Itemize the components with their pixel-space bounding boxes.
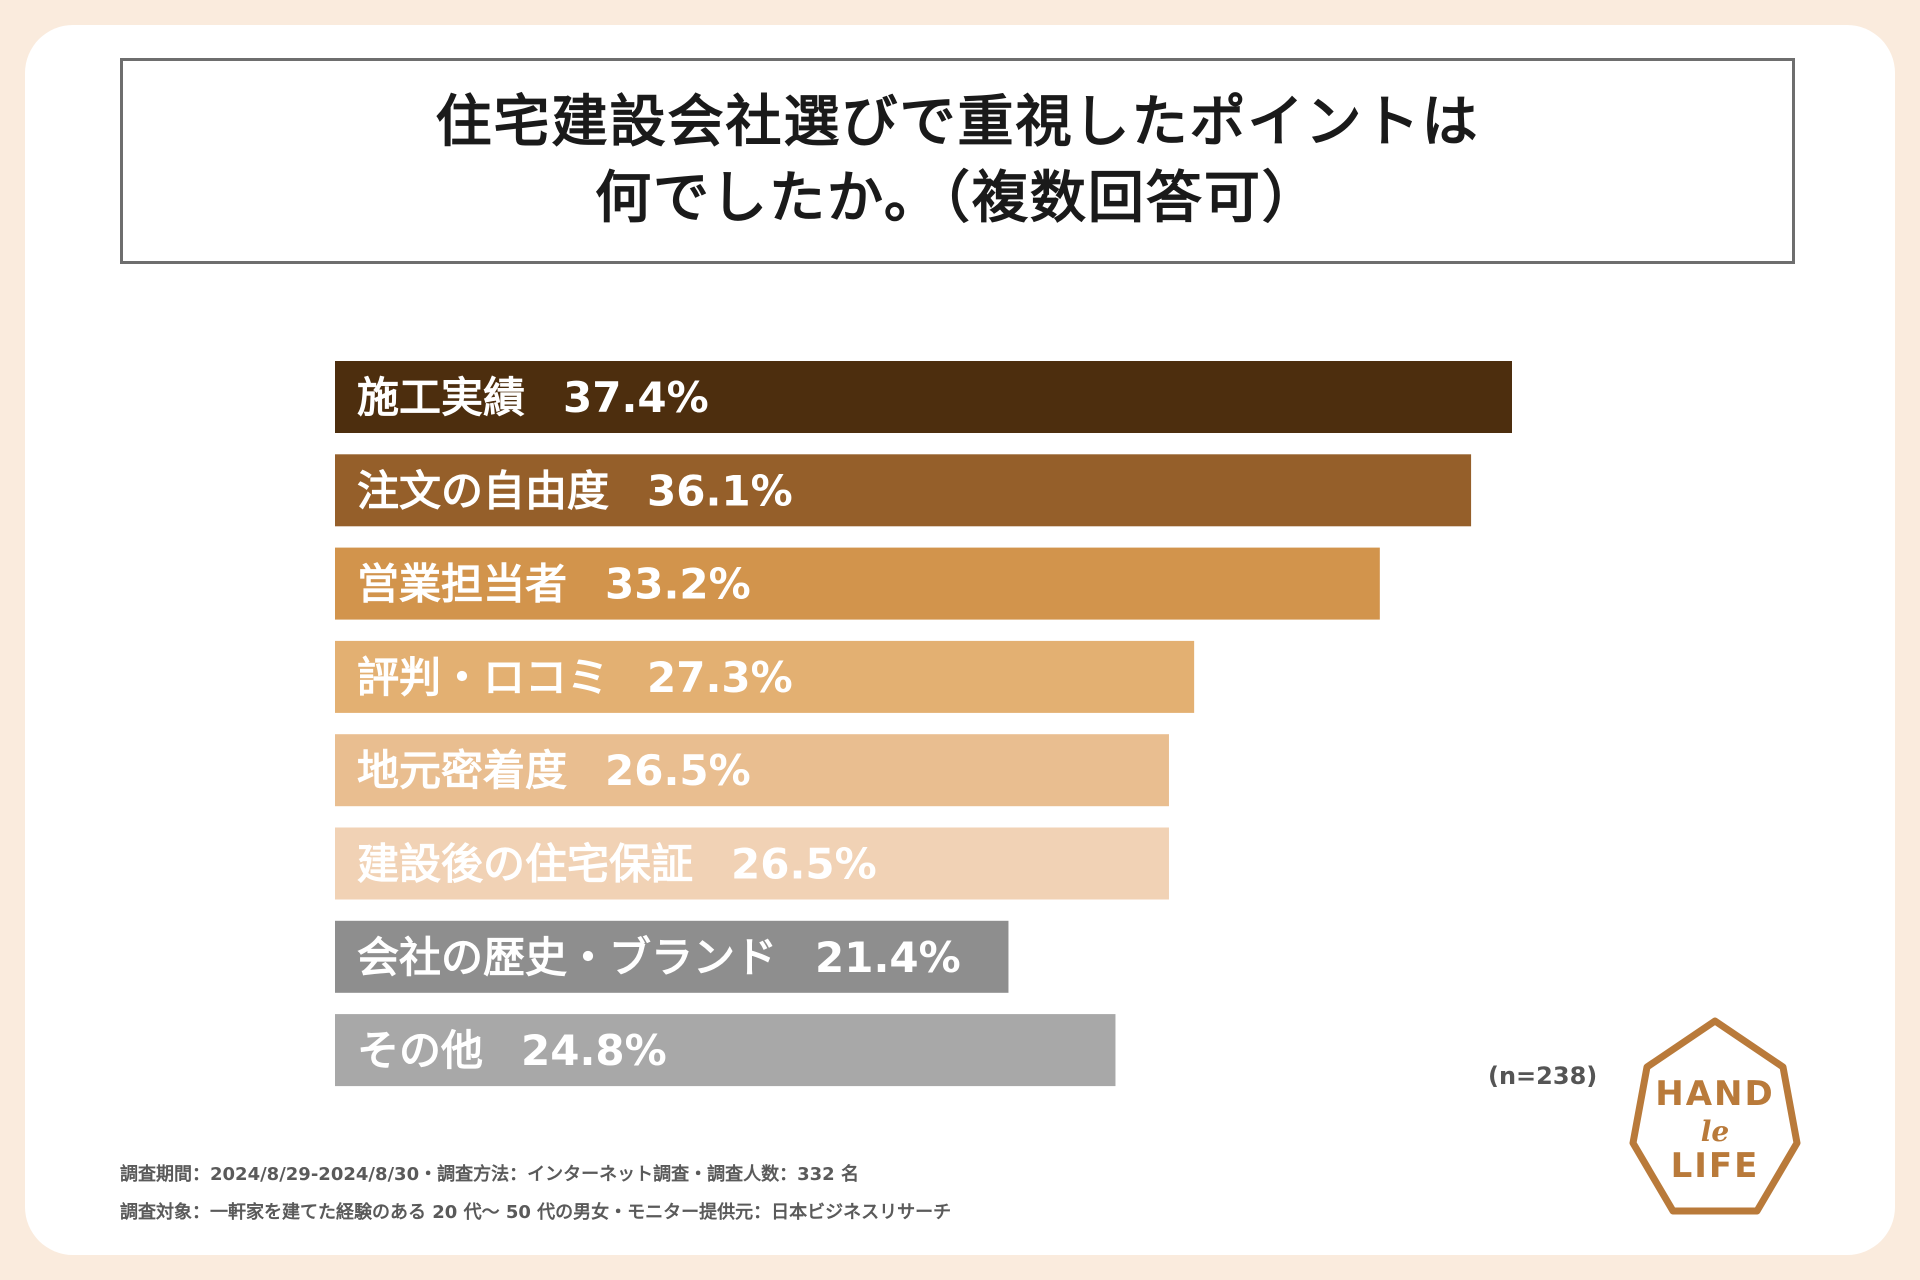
bar-value-2: 36.1% xyxy=(647,466,793,515)
bar-value-7: 21.4% xyxy=(815,933,961,982)
logo-text-hand: HAND xyxy=(1655,1074,1774,1114)
bar-label-5: 地元密着度 26.5% xyxy=(357,746,751,795)
bar-category-7: 会社の歴史・ブランド xyxy=(357,933,777,982)
bar-7 xyxy=(335,920,1009,993)
bar-value-1: 37.4% xyxy=(563,373,709,422)
bar-category-5: 地元密着度 xyxy=(357,746,567,795)
bar-category-3: 営業担当者 xyxy=(357,560,567,609)
bar-8 xyxy=(335,1014,1116,1087)
bar-label-8: その他 24.8% xyxy=(357,1026,667,1075)
chart-title-line-1: 住宅建設会社選びで重視したポイントは xyxy=(435,90,1480,155)
survey-footnote-target: 調査対象：一軒家を建てた経験のある 20 代〜 50 代の男女・モニター提供元：… xyxy=(120,1202,952,1223)
bar-label-1: 施工実績 37.4% xyxy=(357,373,709,422)
bar-category-2: 注文の自由度 xyxy=(357,466,609,515)
survey-footnote-period: 調査期間：2024/8/29-2024/8/30・調査方法：インターネット調査・… xyxy=(120,1164,859,1185)
bar-category-4: 評判・ロコミ xyxy=(357,653,609,702)
bar-5 xyxy=(335,734,1169,807)
title-box: 住宅建設会社選びで重視したポイントは 何でしたか。（複数回答可） xyxy=(120,58,1795,264)
bar-category-6: 建設後の住宅保証 xyxy=(357,840,693,889)
bar-category-8: その他 xyxy=(357,1026,483,1075)
logo-hexagon-outline xyxy=(1629,1017,1801,1215)
bar-1 xyxy=(335,361,1512,433)
sample-size-label: (n=238) xyxy=(1488,1062,1598,1090)
hand-le-life-logo: HAND le LIFE xyxy=(1629,1017,1801,1215)
bar-2 xyxy=(335,454,1472,527)
bar-value-3: 33.2% xyxy=(605,560,751,609)
logo-text-life: LIFE xyxy=(1671,1146,1760,1186)
bar-value-5: 26.5% xyxy=(605,746,751,795)
bar-label-4: 評判・ロコミ 27.3% xyxy=(357,653,793,702)
bar-4 xyxy=(335,640,1195,713)
bar-6 xyxy=(335,827,1169,900)
bar-label-3: 営業担当者 33.2% xyxy=(357,560,751,609)
bar-label-6: 建設後の住宅保証 26.5% xyxy=(357,840,877,889)
logo-text-le: le xyxy=(1701,1115,1729,1148)
bar-label-7: 会社の歴史・ブランド 21.4% xyxy=(357,933,961,982)
chart-title-line-2: 何でしたか。（複数回答可） xyxy=(595,166,1320,231)
bar-3 xyxy=(335,547,1380,620)
bar-value-8: 24.8% xyxy=(521,1026,667,1075)
bar-value-4: 27.3% xyxy=(647,653,793,702)
bar-category-1: 施工実績 xyxy=(357,373,525,422)
bar-value-6: 26.5% xyxy=(731,840,877,889)
bar-label-2: 注文の自由度 36.1% xyxy=(357,466,793,515)
